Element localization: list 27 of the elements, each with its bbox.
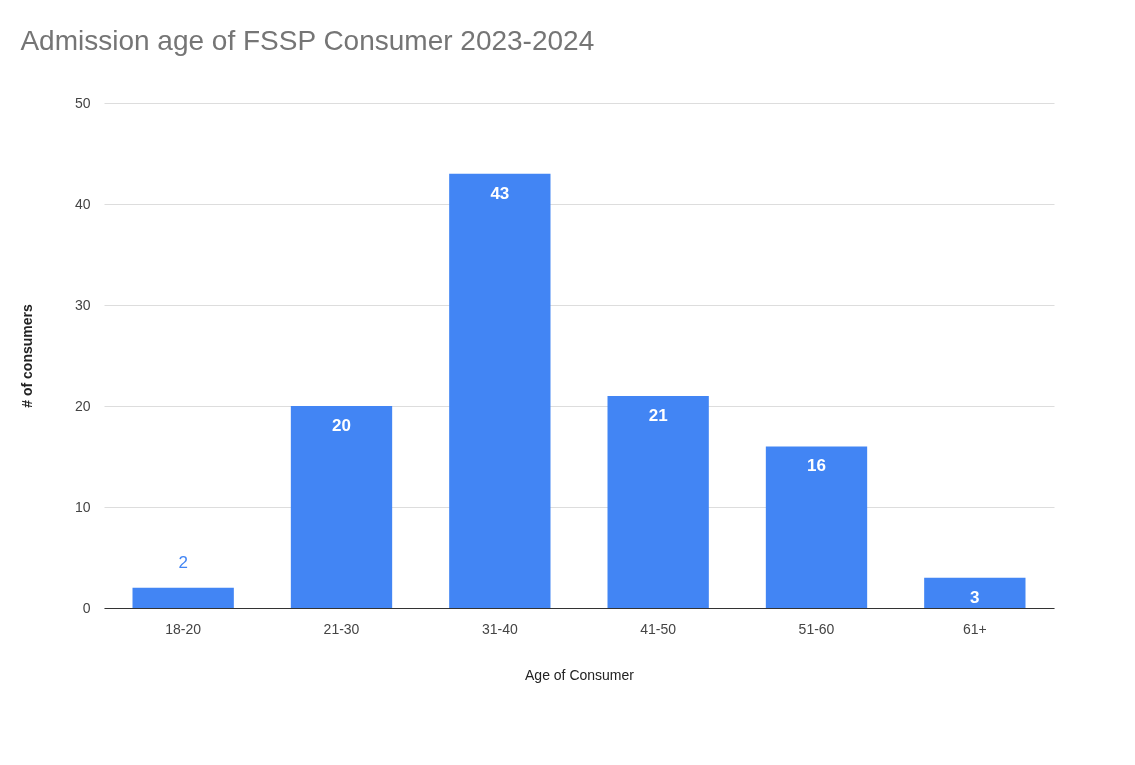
data-label: 20 xyxy=(332,416,351,435)
data-label: 21 xyxy=(648,405,668,425)
y-tick-label: 20 xyxy=(74,397,91,414)
bar xyxy=(290,406,393,608)
x-tick-label: 51-60 xyxy=(798,620,835,637)
x-tick-label: 31-40 xyxy=(481,620,518,637)
x-tick-label: 61+ xyxy=(962,620,987,637)
x-tick-label: 18-20 xyxy=(165,620,202,637)
bar xyxy=(132,587,234,608)
bar xyxy=(607,395,709,608)
bar xyxy=(765,446,868,608)
y-tick-label: 30 xyxy=(74,296,91,313)
data-label: 43 xyxy=(490,183,510,203)
y-tick-label: 10 xyxy=(74,498,91,515)
x-tick-label: 41-50 xyxy=(640,620,677,637)
y-axis-title: # of consumers xyxy=(18,304,35,408)
x-axis-title: Age of Consumer xyxy=(525,666,635,683)
data-label: 16 xyxy=(807,456,826,476)
y-tick-label: 0 xyxy=(82,599,91,616)
data-label: 3 xyxy=(970,587,980,607)
bar xyxy=(449,173,551,608)
bar xyxy=(924,577,1026,608)
x-tick-label: 21-30 xyxy=(323,620,360,637)
y-tick-label: 50 xyxy=(74,94,91,111)
y-tick-label: 40 xyxy=(74,195,91,212)
data-label: 2 xyxy=(178,552,188,572)
chart-title: Admission age of FSSP Consumer 2023-2024 xyxy=(20,25,595,56)
